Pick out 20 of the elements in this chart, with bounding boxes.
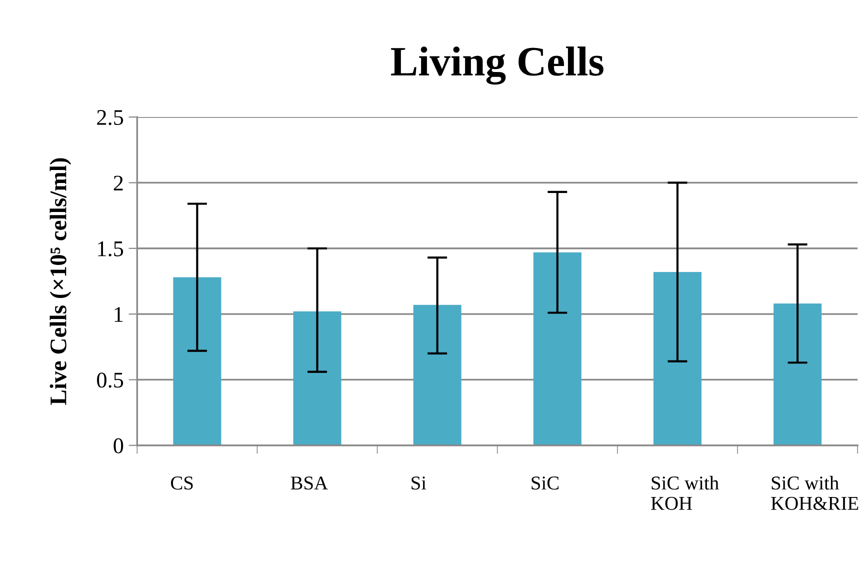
y-tick-label: 0.5 (97, 372, 124, 388)
y-tick-label: 2.5 (97, 110, 124, 126)
x-tick-label: Si (412, 476, 426, 490)
x-tick-label: SiC (532, 476, 559, 490)
x-tick-label: SiC with KOH&RIE (771, 476, 858, 510)
y-tick-label: 1.5 (98, 241, 124, 256)
y-tick-label: 2 (114, 176, 123, 190)
bar (533, 252, 582, 446)
bar (293, 311, 342, 446)
chart-title: Living Cells (390, 46, 604, 85)
bar (173, 277, 222, 446)
x-tick-label: CS (170, 476, 193, 490)
x-tick-label: SiC with KOH (651, 476, 719, 510)
bar (413, 304, 462, 446)
y-tick-label: 0 (114, 438, 124, 454)
y-axis-title: Live Cells (×10⁵ cells/ml) (50, 158, 72, 405)
bar (653, 272, 702, 446)
bar (774, 304, 822, 446)
y-tick-label: 1 (114, 307, 123, 322)
x-tick-label: BSA (290, 476, 328, 490)
